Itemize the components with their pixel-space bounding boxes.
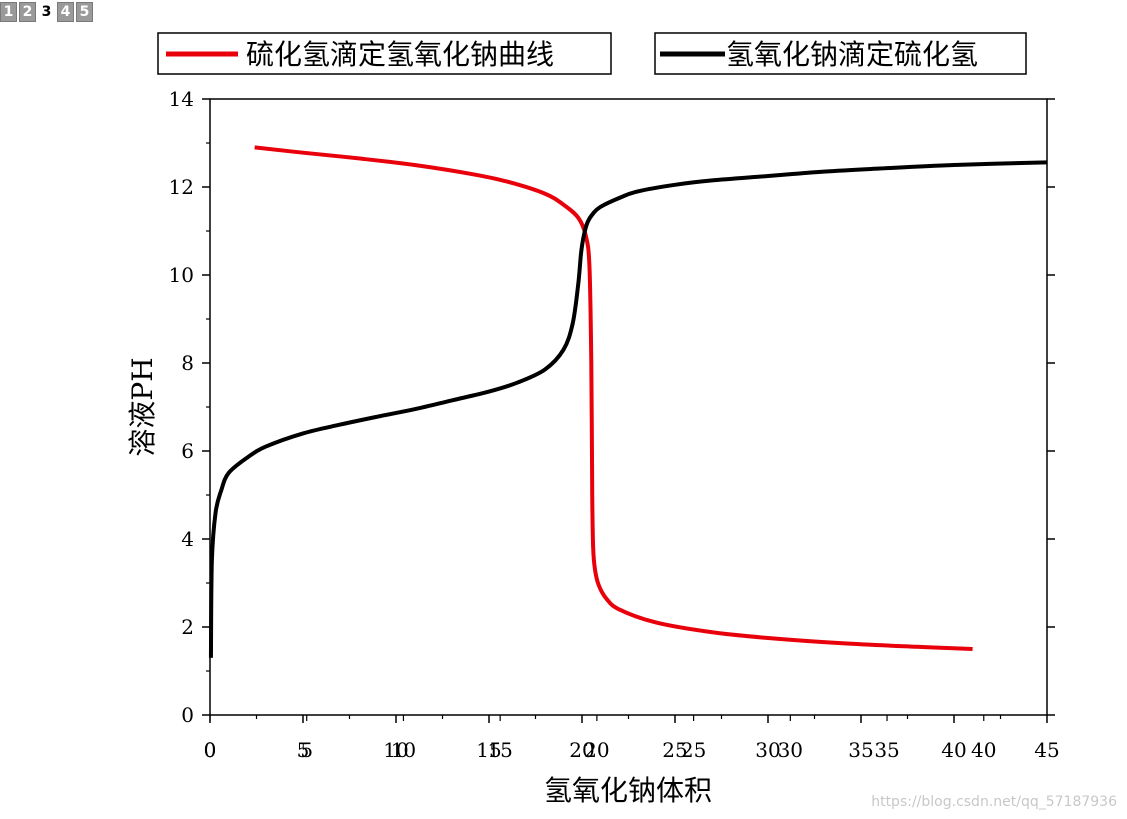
page-tabs: 1 2 3 4 5 xyxy=(0,2,93,22)
plot-frame xyxy=(209,98,1048,716)
x-tick-label-secondary: 25 xyxy=(681,738,706,762)
y-axis-title: 溶液PH xyxy=(126,357,159,456)
y-tick-label: 6 xyxy=(181,439,194,463)
x-axis-title: 氢氧化钠体积 xyxy=(544,774,712,807)
y-tick-label: 4 xyxy=(181,527,194,551)
x-axis: 0 5 10 15 20 25 30 35 40 450 5 10 15 20 25 30 35 40 xyxy=(204,715,1060,762)
page-tab-1[interactable]: 1 xyxy=(0,2,17,22)
x-tick-label: 30 xyxy=(755,738,780,762)
legend: 硫化氢滴定氢氧化钠曲线 氢氧化钠滴定硫化氢 xyxy=(157,32,1027,75)
y-axis: 0 2 4 6 8 10 12 14 xyxy=(169,87,1055,727)
x-tick-label-secondary: 20 xyxy=(584,738,609,762)
page-tab-5[interactable]: 5 xyxy=(76,2,93,22)
x-tick-label: 10 xyxy=(383,738,408,762)
x-tick-label-secondary: 35 xyxy=(874,738,899,762)
page-tab-4[interactable]: 4 xyxy=(57,2,74,22)
x-tick-label: 45 xyxy=(1034,738,1059,762)
x-tick-label-secondary: 40 xyxy=(971,738,996,762)
x-tick-label: 25 xyxy=(662,738,687,762)
legend-box-red xyxy=(157,32,612,75)
x-tick-label-secondary: 30 xyxy=(778,738,803,762)
y-tick-label: 14 xyxy=(169,87,194,111)
y-tick-label: 8 xyxy=(181,351,194,375)
x-tick-label-secondary: 5 xyxy=(300,738,313,762)
x-tick-label-secondary: 0 xyxy=(204,738,217,762)
x-tick-label-secondary: 15 xyxy=(487,738,512,762)
x-tick-label: 40 xyxy=(941,738,966,762)
series-line-black xyxy=(208,160,1048,658)
y-tick-label: 2 xyxy=(181,615,194,639)
legend-label-red: 硫化氢滴定氢氧化钠曲线 xyxy=(246,38,554,71)
x-tick-label-secondary: 10 xyxy=(391,738,416,762)
legend-label-black: 氢氧化钠滴定硫化氢 xyxy=(726,38,978,71)
page-tab-3[interactable]: 3 xyxy=(38,2,55,22)
y-tick-label: 10 xyxy=(169,263,194,287)
x-tick-label: 0 xyxy=(204,738,217,762)
page-tab-2[interactable]: 2 xyxy=(19,2,36,22)
x-tick-label: 15 xyxy=(476,738,501,762)
x-tick-label: 35 xyxy=(848,738,873,762)
y-tick-label: 0 xyxy=(181,703,194,727)
y-tick-label: 12 xyxy=(169,175,194,199)
series-layer xyxy=(208,145,1048,658)
series-line-red xyxy=(254,145,973,651)
x-tick-label: 5 xyxy=(297,738,310,762)
x-tick-label: 20 xyxy=(569,738,594,762)
watermark: https://blog.csdn.net/qq_57187936 xyxy=(871,794,1117,810)
